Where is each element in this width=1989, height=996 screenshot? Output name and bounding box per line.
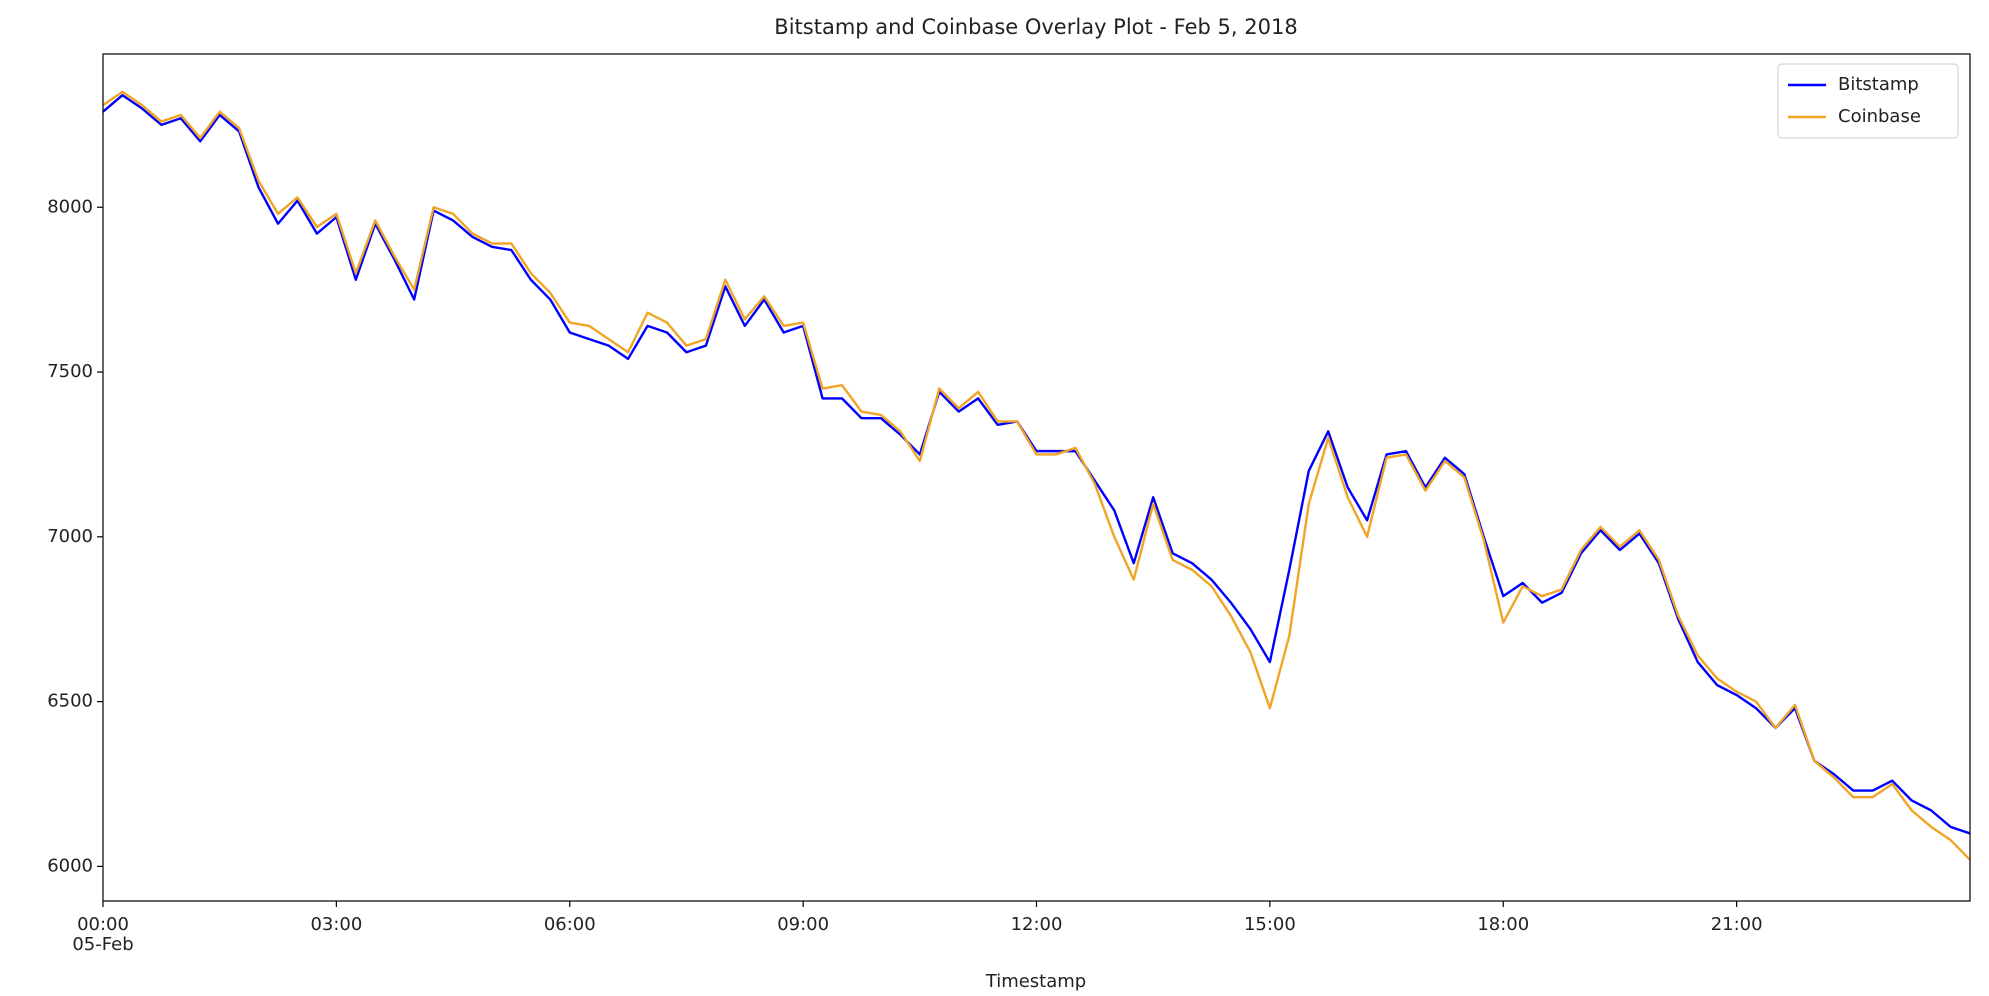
legend-label: Bitstamp <box>1838 74 1919 95</box>
y-tick-label: 6500 <box>47 691 93 712</box>
plot-frame <box>102 53 1971 902</box>
series-line <box>102 94 1971 835</box>
y-tick-label: 6000 <box>47 855 93 876</box>
chart-title: Bitstamp and Coinbase Overlay Plot - Feb… <box>774 15 1297 39</box>
x-tick-label: 15:00 <box>1244 914 1296 935</box>
x-tick-label: 03:00 <box>310 914 362 935</box>
x-tick-label: 00:00 <box>77 914 129 935</box>
y-tick-label: 8000 <box>47 196 93 217</box>
legend-box <box>1777 63 1959 139</box>
series-line <box>102 90 1971 861</box>
x-tick-label: 09:00 <box>777 914 829 935</box>
x-tick-label: 21:00 <box>1711 914 1763 935</box>
x-tick-label: 06:00 <box>544 914 596 935</box>
y-tick-label: 7000 <box>47 526 93 547</box>
legend: Bitstamp Coinbase <box>1777 63 1959 139</box>
y-tick-label: 7500 <box>47 361 93 382</box>
x-axis-label: Timestamp <box>985 971 1086 992</box>
x-tick-label: 12:00 <box>1011 914 1063 935</box>
legend-label: Coinbase <box>1838 106 1921 127</box>
x-date-label: 05-Feb <box>72 934 133 955</box>
x-tick-label: 18:00 <box>1477 914 1529 935</box>
